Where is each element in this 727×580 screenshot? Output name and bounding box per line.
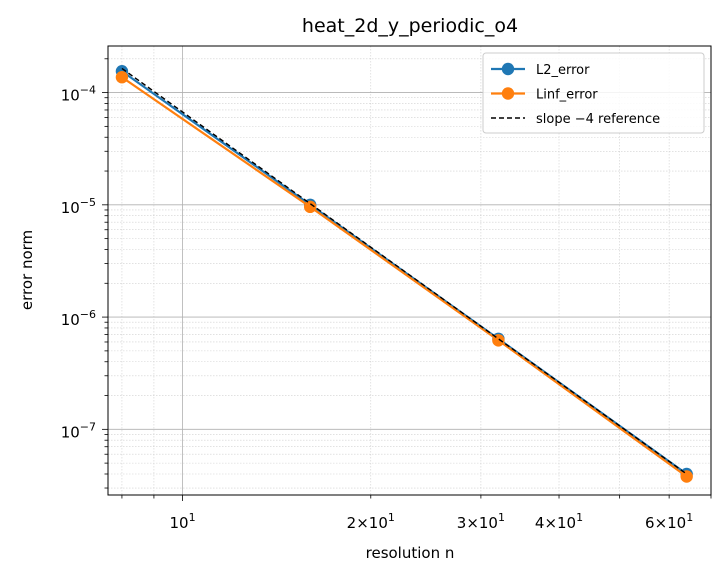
legend-label-1: Linf_error <box>536 88 598 103</box>
legend-label-2: slope −4 reference <box>536 112 660 127</box>
axis-ticks: 101 2×101 3×101 4×101 6×101 10−4 10−5 10−6 10−7 <box>61 58 712 532</box>
series-line-2 <box>121 67 688 475</box>
data-point-1-3 <box>680 470 693 483</box>
x-axis-label: resolution n <box>366 544 455 562</box>
y-tick-label: 10−6 <box>61 308 96 329</box>
data-point-1-0 <box>115 71 129 84</box>
x-tick-label: 4×101 <box>535 511 583 532</box>
legend-box <box>482 52 705 134</box>
y-axis-label: error norm <box>18 230 36 310</box>
plot-series <box>115 65 693 483</box>
y-tick-label: 10−4 <box>61 84 96 105</box>
y-tick-label: 10−7 <box>61 420 96 441</box>
plot-frame <box>107 45 712 496</box>
legend-marker-0 <box>501 62 515 76</box>
legend-marker-1 <box>501 87 515 100</box>
x-tick-label: 6×101 <box>645 511 693 532</box>
chart-title: heat_2d_y_periodic_o4 <box>302 15 518 37</box>
data-point-1-1 <box>303 200 317 214</box>
series-line-1 <box>121 76 688 478</box>
x-tick-label: 3×101 <box>457 511 505 532</box>
x-tick-label: 101 <box>169 511 195 532</box>
legend-label-0: L2_error <box>536 63 590 78</box>
x-tick-label: 2×101 <box>347 511 395 532</box>
y-tick-label: 10−5 <box>61 196 96 217</box>
